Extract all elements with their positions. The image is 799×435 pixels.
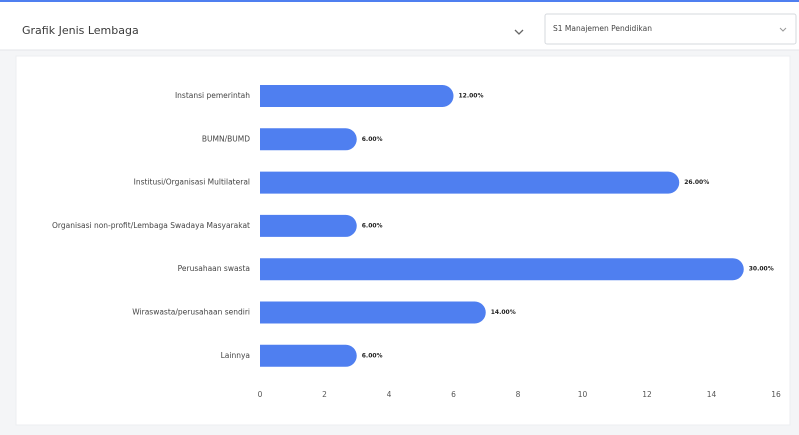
x-tick-label: 16 [771,390,781,399]
value-label: 6.00% [362,136,383,143]
value-label: 30.00% [749,266,774,273]
bar [260,344,357,367]
category-label: Perusahaan swasta [178,264,250,273]
collapse-chevron[interactable] [514,29,524,35]
x-tick-label: 10 [578,390,588,399]
x-tick-label: 14 [707,390,717,399]
chart-card [15,55,791,426]
bar [260,214,357,237]
bar [260,301,486,324]
value-label: 14.00% [491,309,516,316]
chart: 0 2 4 6 8 10 12 14 16 Instansi pemerintah 12.00% BU… [52,85,781,399]
x-tick-label: 4 [387,390,392,399]
value-label: 6.00% [362,352,383,359]
category-label: Wiraswasta/perusahaan sendiri [132,308,250,317]
category-label: BUMN/BUMD [202,134,250,143]
category-label: Instansi pemerintah [175,91,250,100]
value-label: 26.00% [684,179,709,186]
bar [260,128,357,151]
category-label: Lainnya [221,351,250,360]
program-select[interactable]: S1 Manajemen Pendidikan [544,13,797,45]
x-tick-label: 12 [642,390,652,399]
category-label: Organisasi non-profit/Lembaga Swadaya Ma… [52,221,250,230]
bar [260,258,744,281]
header-title: Grafik Jenis Lembaga [22,24,139,37]
select-chevron [779,27,787,32]
bar [260,171,680,194]
select-text: S1 Manajemen Pendidikan [553,24,652,33]
value-label: 6.00% [362,222,383,229]
top-border [0,0,799,2]
x-tick-label: 2 [322,390,327,399]
value-label: 12.00% [459,93,484,100]
category-label: Institusi/Organisasi Multilateral [134,178,250,187]
bar [260,85,454,107]
select-box[interactable] [544,13,797,45]
x-tick-label: 8 [516,390,521,399]
x-tick-label: 0 [258,390,263,399]
x-tick-label: 6 [451,390,456,399]
